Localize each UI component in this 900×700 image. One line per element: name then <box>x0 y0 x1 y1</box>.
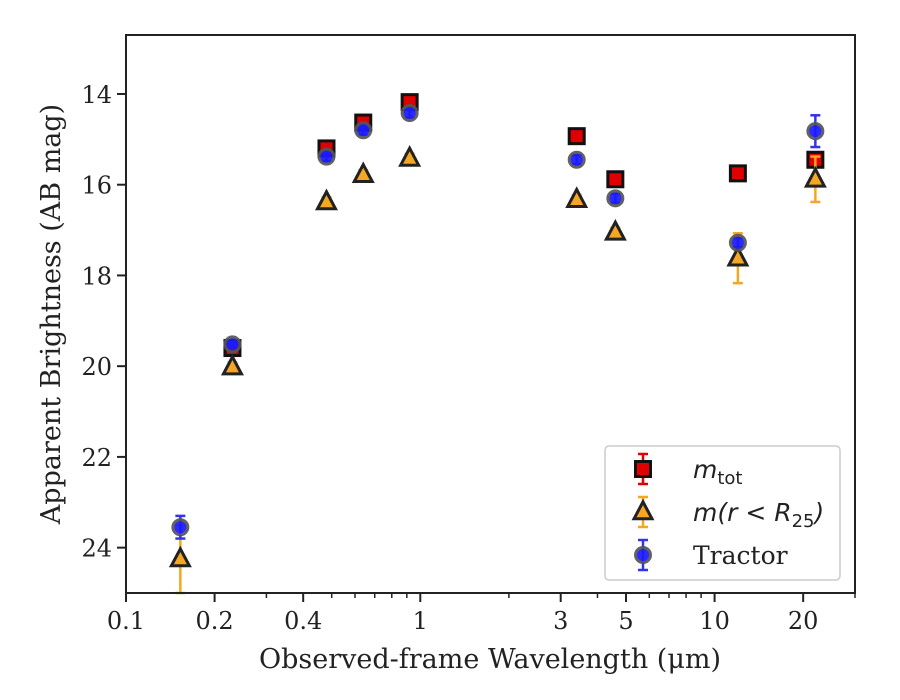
legend-marker <box>631 498 655 521</box>
y-tick-label: 24 <box>81 535 112 563</box>
y-tick-label: 16 <box>81 172 112 200</box>
data-point <box>400 104 419 123</box>
y-tick-label: 14 <box>81 81 112 109</box>
y-axis-label: Apparent Brightness (AB mag) <box>36 104 67 525</box>
data-point <box>223 335 242 354</box>
data-point <box>314 188 338 211</box>
x-tick-label: 20 <box>788 607 819 635</box>
data-point <box>398 144 422 167</box>
data-point <box>351 161 375 184</box>
x-tick-label: 10 <box>699 607 730 635</box>
data-point <box>171 518 190 537</box>
legend-label-main: Tractor <box>693 541 788 570</box>
data-point <box>603 218 627 241</box>
legend-label-main: m(r < R <box>693 498 792 527</box>
data-point <box>567 150 586 169</box>
legend-label: m(r < R25) <box>693 498 824 532</box>
legend-label-sub: 25 <box>792 511 815 532</box>
series-circle <box>171 104 825 540</box>
plot-frame <box>125 34 856 594</box>
data-point <box>803 165 827 188</box>
legend-label: Tractor <box>693 541 788 570</box>
data-point <box>606 170 625 189</box>
x-tick-label: 3 <box>553 607 568 635</box>
data-point <box>728 164 747 183</box>
data-point <box>726 244 750 267</box>
x-tick-label: 0.2 <box>196 607 234 635</box>
series-triangle <box>168 144 827 595</box>
data-point <box>220 353 244 376</box>
data-point <box>806 122 825 141</box>
data-point <box>354 121 373 140</box>
y-tick-label: 22 <box>81 444 112 472</box>
x-tick-label: 0.4 <box>284 607 322 635</box>
x-tick-label: 5 <box>618 607 633 635</box>
data-point <box>728 233 747 252</box>
legend-marker <box>634 460 652 478</box>
data-layer <box>168 93 827 595</box>
x-axis-label: Observed-frame Wavelength (μm) <box>259 644 721 675</box>
legend-label-sub: tot <box>717 468 742 489</box>
x-tick-label: 0.1 <box>107 607 145 635</box>
data-point <box>317 147 336 166</box>
legend-label-main: m <box>693 455 717 484</box>
data-point <box>168 545 192 568</box>
legend-marker <box>634 546 652 564</box>
data-point <box>565 186 589 208</box>
legend-label-tail: ) <box>813 498 825 527</box>
ticks-layer: 0.1 0.2 0.4 1 3 5 10 20 14 16 18 20 22 24 <box>81 81 856 635</box>
x-tick-label: 1 <box>413 607 428 635</box>
y-tick-label: 20 <box>81 353 112 381</box>
data-point <box>606 189 625 208</box>
legend-box <box>604 445 841 581</box>
legend-label: mtot <box>693 455 743 489</box>
y-tick-label: 18 <box>81 262 112 290</box>
data-point <box>567 127 586 146</box>
legend: mtot m(r < R25) Tractor <box>604 445 841 581</box>
